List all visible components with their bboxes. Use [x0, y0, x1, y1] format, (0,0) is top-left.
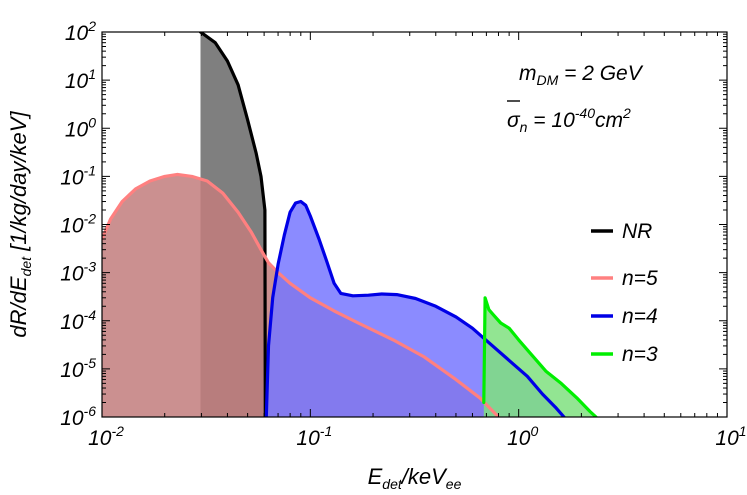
y-tick-label: 10-4 — [60, 307, 96, 334]
legend-label-nr: NR — [622, 220, 652, 243]
legend: NR n=5 n=4 n=3 — [591, 220, 658, 366]
y-tick-label: 102 — [65, 18, 96, 45]
x-axis-label: Edet/keVee — [368, 464, 462, 492]
svg-text:σn = 10-40cm2: σn = 10-40cm2 — [507, 105, 631, 135]
axis-ticks — [101, 31, 728, 418]
y-tick-label: 10-5 — [60, 355, 96, 382]
x-tick-label: 10-2 — [88, 423, 124, 450]
series-line-nr — [198, 32, 267, 417]
series-fill-n3 — [483, 297, 596, 417]
series-line-n5 — [102, 172, 501, 417]
y-tick-label: 101 — [65, 66, 96, 93]
y-tick-label: 10-3 — [60, 259, 96, 286]
series-line-n4 — [264, 199, 566, 417]
y-tick-label: 10-6 — [60, 403, 96, 430]
series-line-n3 — [482, 296, 598, 417]
legend-label-n5: n=5 — [622, 267, 658, 290]
x-tick-label: 10-1 — [296, 423, 332, 450]
legend-label-n3: n=3 — [622, 343, 658, 366]
series-fills — [102, 32, 596, 417]
y-axis-label: dR/dEdet [1/kg/day/keV] — [6, 111, 34, 338]
y-tick-label: 100 — [65, 114, 96, 141]
annotation-cross-section: σn = 10-40cm2 — [507, 100, 631, 135]
y-tick-label: 10-1 — [60, 162, 96, 189]
x-tick-label: 101 — [715, 423, 746, 450]
annotation-dm-mass: mDM = 2 GeV — [519, 62, 644, 88]
x-tick-label: 100 — [507, 423, 538, 450]
legend-label-n4: n=4 — [622, 305, 658, 328]
series-lines — [102, 32, 598, 417]
axis-tick-labels: 10-2 10-1 100 101 10-6 10-5 10-4 10-3 10-2 10-1 10… — [60, 18, 746, 450]
y-tick-label: 10-2 — [60, 211, 96, 238]
